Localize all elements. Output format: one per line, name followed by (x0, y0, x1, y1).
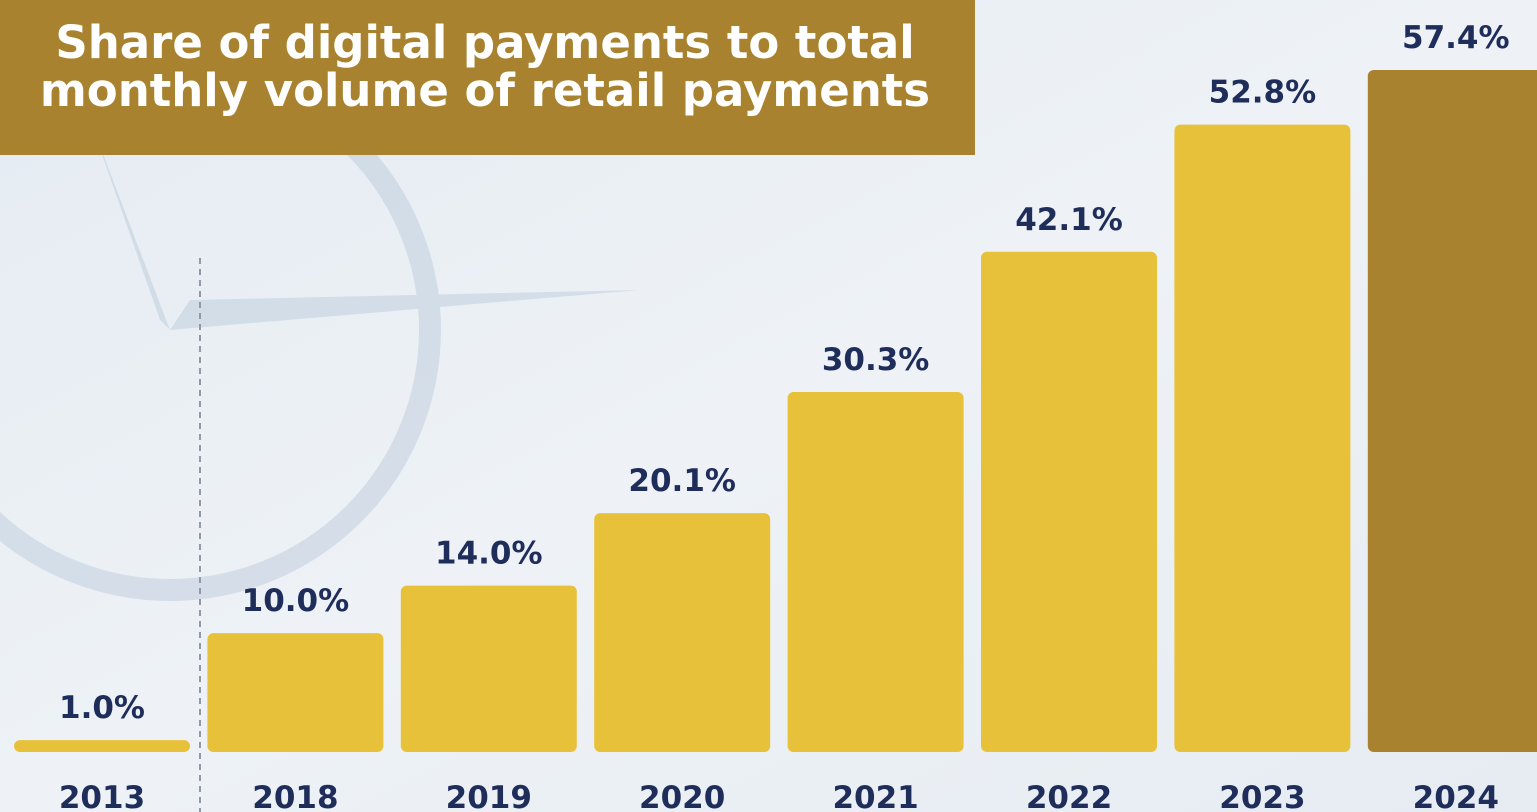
value-label: 14.0% (435, 536, 543, 572)
x-tick-label: 2020 (639, 780, 725, 812)
x-tick-label: 2023 (1219, 780, 1305, 812)
x-tick-label: 2024 (1413, 780, 1499, 812)
bar (594, 513, 771, 752)
bar (400, 585, 577, 752)
bar (14, 740, 190, 752)
bar (207, 633, 384, 752)
value-label: 20.1% (628, 463, 736, 499)
value-label: 10.0% (242, 583, 350, 619)
value-label: 42.1% (1015, 202, 1123, 238)
bar (981, 251, 1157, 752)
value-label: 30.3% (822, 342, 930, 378)
chart-title: Share of digital payments to total (55, 16, 914, 69)
chart-title: monthly volume of retail payments (40, 64, 930, 117)
value-label: 1.0% (59, 690, 145, 726)
bar (787, 391, 964, 752)
value-label: 57.4% (1402, 20, 1510, 56)
bar (1174, 124, 1351, 753)
x-tick-label: 2013 (59, 780, 145, 812)
x-tick-label: 2022 (1026, 780, 1112, 812)
x-tick-label: 2019 (446, 780, 532, 812)
x-tick-label: 2021 (832, 780, 918, 812)
x-tick-label: 2018 (252, 780, 338, 812)
bar (1367, 70, 1537, 752)
value-label: 52.8% (1209, 75, 1317, 111)
title-box (0, 0, 975, 155)
